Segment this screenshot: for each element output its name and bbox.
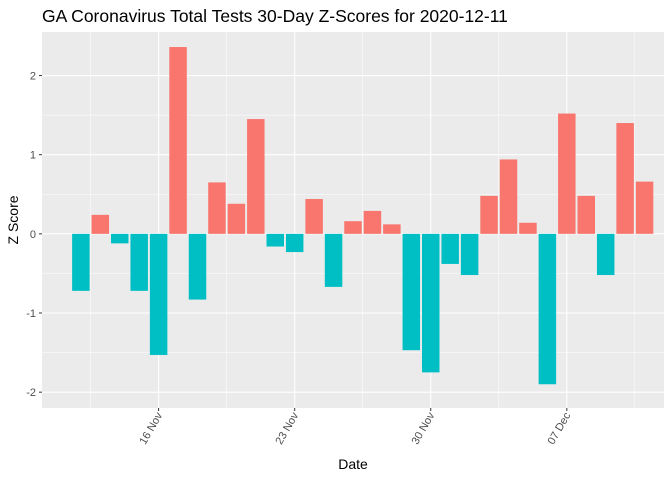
- bar: [72, 233, 90, 291]
- chart-title: GA Coronavirus Total Tests 30-Day Z-Scor…: [42, 6, 508, 26]
- bar: [596, 233, 615, 276]
- bar: [188, 233, 207, 300]
- y-tick-label: -2: [26, 387, 36, 399]
- bar: [111, 233, 129, 244]
- bar: [480, 195, 498, 234]
- bar: [130, 233, 148, 291]
- bar: [208, 182, 226, 234]
- x-tick-label: 23 Nov: [273, 410, 301, 447]
- bar: [363, 210, 382, 234]
- x-tick-label: 30 Nov: [410, 410, 438, 447]
- bar: [499, 159, 518, 234]
- y-axis-title: Z Score: [5, 195, 21, 244]
- bar: [324, 233, 343, 287]
- bar: [441, 233, 459, 264]
- bar: [247, 119, 265, 234]
- bar: [616, 123, 634, 234]
- y-tick-label: 1: [30, 150, 36, 162]
- bar: [558, 113, 576, 234]
- y-tick-label: 0: [30, 229, 36, 241]
- x-axis-title: Date: [338, 456, 368, 472]
- y-tick-label: 2: [30, 71, 36, 83]
- bar: [344, 221, 362, 234]
- bar: [169, 47, 187, 234]
- bar: [285, 233, 304, 253]
- y-tick-label: -1: [26, 308, 36, 320]
- bar: [305, 199, 323, 234]
- bar: [519, 222, 537, 234]
- bar: [635, 181, 654, 234]
- bar: [383, 224, 401, 234]
- bar: [149, 233, 168, 355]
- bars: [72, 47, 654, 385]
- bar: [577, 195, 595, 234]
- bar: [538, 233, 557, 385]
- bar: [91, 214, 110, 234]
- bar: [227, 203, 246, 234]
- bar: [402, 233, 421, 351]
- bar: [266, 233, 284, 247]
- x-tick-label: 16 Nov: [137, 410, 165, 447]
- bar: [460, 233, 479, 276]
- bar: [422, 233, 440, 373]
- x-tick-label: 07 Dec: [546, 410, 574, 447]
